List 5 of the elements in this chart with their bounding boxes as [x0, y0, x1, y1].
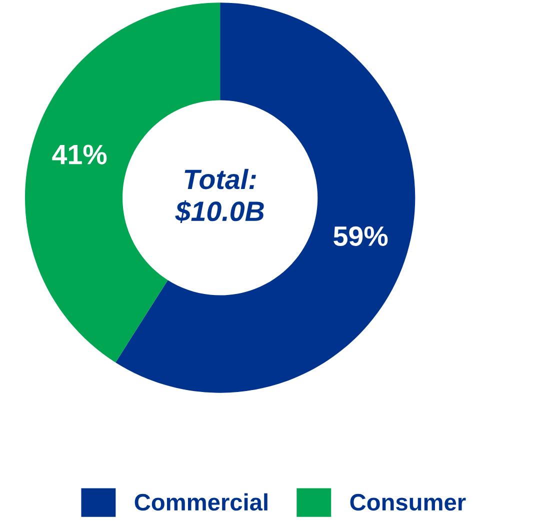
legend-label: Consumer — [350, 494, 466, 511]
data-label: 41% — [52, 144, 107, 164]
text: Total: $10.0B — [175, 168, 264, 223]
legend-label: Commercial — [134, 493, 268, 511]
data-label: 59% — [334, 226, 388, 246]
